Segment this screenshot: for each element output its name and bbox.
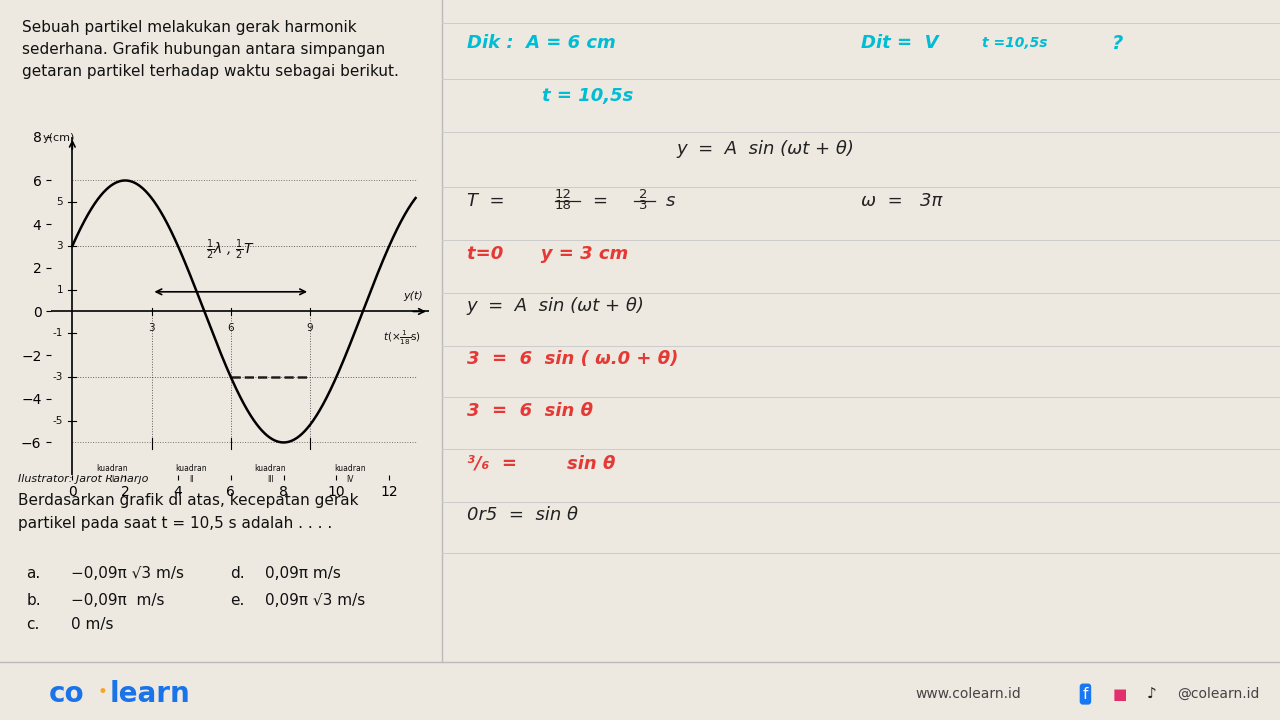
Text: 0,09π m/s: 0,09π m/s [265,567,340,581]
Text: ■: ■ [1112,687,1128,701]
Text: 0,09π √3 m/s: 0,09π √3 m/s [265,593,365,608]
Text: y  =  A  sin (ωt + θ): y = A sin (ωt + θ) [467,297,645,315]
Text: y(t): y(t) [403,291,424,300]
Text: •: • [97,683,108,701]
Text: T  =: T = [467,192,511,210]
Text: ³/₆  =        sin θ: ³/₆ = sin θ [467,455,616,472]
Text: 3  =  6  sin θ: 3 = 6 sin θ [467,402,593,420]
Text: learn: learn [110,680,191,708]
Text: 18: 18 [554,199,572,212]
Text: 6: 6 [228,323,234,333]
Text: 0r5  =  sin θ: 0r5 = sin θ [467,506,577,524]
Text: -1: -1 [52,328,63,338]
Text: ♪: ♪ [1147,687,1157,701]
Text: t=0      y = 3 cm: t=0 y = 3 cm [467,245,628,263]
Text: b.: b. [27,593,41,608]
Text: Ilustrator: Jarot Raharjo: Ilustrator: Jarot Raharjo [18,474,148,484]
Text: 3: 3 [56,241,63,251]
Text: d.: d. [229,567,244,581]
Text: e.: e. [229,593,244,608]
Text: -3: -3 [52,372,63,382]
Text: 2: 2 [639,188,648,201]
Text: −0,09π √3 m/s: −0,09π √3 m/s [70,567,183,581]
Text: 9: 9 [307,323,314,333]
Text: 3  =  6  sin ( ω.0 + θ): 3 = 6 sin ( ω.0 + θ) [467,350,678,368]
Text: f: f [1083,687,1088,701]
Text: $\frac{1}{2}\lambda$ , $\frac{1}{2}$T: $\frac{1}{2}\lambda$ , $\frac{1}{2}$T [206,238,255,263]
Text: ?: ? [1112,34,1124,53]
Text: co: co [49,680,84,708]
Text: =: = [593,192,608,210]
Text: 3: 3 [639,199,648,212]
Text: Berdasarkan grafik di atas, kecepatan gerak
partikel pada saat t = 10,5 s adalah: Berdasarkan grafik di atas, kecepatan ge… [18,493,358,531]
Text: kuadran
II: kuadran II [175,464,207,484]
Text: $t(\times\frac{1}{18}$s): $t(\times\frac{1}{18}$s) [383,329,421,347]
Text: www.colearn.id: www.colearn.id [915,687,1021,701]
Text: a.: a. [27,567,41,581]
Text: ω  =   3π: ω = 3π [860,192,942,210]
Text: 1: 1 [56,284,63,294]
Text: 12: 12 [554,188,572,201]
Text: kuadran
I: kuadran I [96,464,128,484]
Text: t = 10,5s: t = 10,5s [543,87,634,105]
Text: −0,09π  m/s: −0,09π m/s [70,593,164,608]
Text: Sebuah partikel melakukan gerak harmonik
sederhana. Grafik hubungan antara simpa: Sebuah partikel melakukan gerak harmonik… [22,20,399,79]
Text: Dik :  A = 6 cm: Dik : A = 6 cm [467,34,616,52]
Text: Dit =  V: Dit = V [860,34,938,52]
Text: 0 m/s: 0 m/s [70,617,113,632]
Text: y  =  A  sin (ωt + θ): y = A sin (ωt + θ) [676,140,854,158]
Text: kuadran
III: kuadran III [255,464,287,484]
Text: c.: c. [27,617,40,632]
Text: s: s [667,192,676,210]
Text: @colearn.id: @colearn.id [1178,687,1260,701]
Text: 3: 3 [148,323,155,333]
Text: -5: -5 [52,415,63,426]
Text: y(cm): y(cm) [44,133,76,143]
Text: kuadran
IV: kuadran IV [334,464,365,484]
Text: 5: 5 [56,197,63,207]
Text: t =10,5s: t =10,5s [982,36,1048,50]
